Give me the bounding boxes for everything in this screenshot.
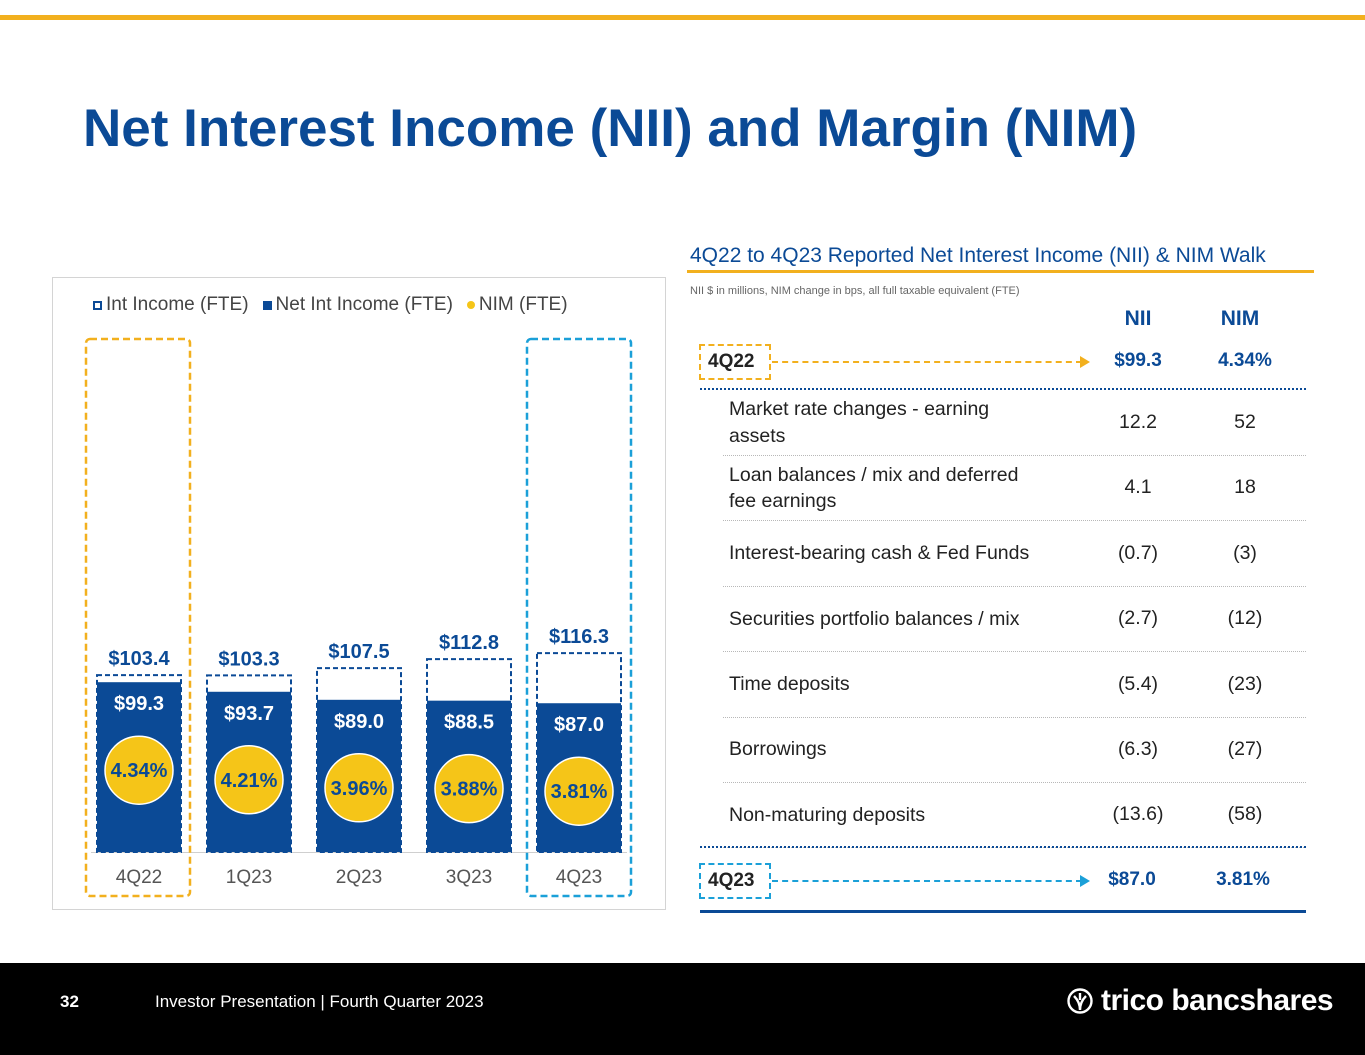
x-tick-label: 4Q22 <box>116 867 162 888</box>
col-header-nim: NIM <box>1220 307 1260 330</box>
walk-row: Loan balances / mix and deferred fee ear… <box>723 455 1306 522</box>
nim-circle <box>434 753 504 824</box>
net-int-income-label: $88.5 <box>444 712 494 734</box>
end-nii-value: $87.0 <box>1108 869 1156 890</box>
walk-row: Non-maturing deposits (13.6) (58) <box>723 782 1306 849</box>
walk-row-nim: (12) <box>1227 607 1263 630</box>
nim-circle <box>324 753 394 823</box>
int-income-label: $103.3 <box>218 648 279 670</box>
chart-legend: Int Income (FTE) Net Int Income (FTE) NI… <box>93 294 568 316</box>
top-accent-bar <box>0 15 1365 20</box>
nim-label: 4.21% <box>221 770 278 792</box>
walk-subtitle: NII $ in millions, NIM change in bps, al… <box>690 285 1020 297</box>
net-int-income-label: $99.3 <box>114 693 164 715</box>
walk-row-nii: (5.4) <box>1117 672 1159 695</box>
company-logo: trico bancshares <box>1067 984 1334 1018</box>
arrow-right-icon <box>1080 356 1090 368</box>
legend-item-int-income: Int Income (FTE) <box>93 294 249 316</box>
net-int-income-label: $93.7 <box>224 703 274 725</box>
net-int-income-label: $87.0 <box>554 714 604 736</box>
walk-title: 4Q22 to 4Q23 Reported Net Interest Incom… <box>690 244 1266 267</box>
legend-dashed-square-icon <box>93 300 102 310</box>
nim-label: 4.34% <box>111 760 168 782</box>
walk-row-label: Non-maturing deposits <box>729 803 926 826</box>
x-tick-label: 2Q23 <box>336 867 382 888</box>
int-income-label: $103.4 <box>108 648 170 670</box>
legend-label: NIM (FTE) <box>478 294 568 315</box>
walk-row-nii: 12.2 <box>1119 411 1157 433</box>
footer-text: Investor Presentation | Fourth Quarter 2… <box>155 992 484 1011</box>
x-tick-label: 4Q23 <box>556 867 602 888</box>
legend-label: Net Int Income (FTE) <box>275 294 453 315</box>
net-int-income-label: $89.0 <box>334 711 384 733</box>
walk-row-nim: (58) <box>1227 803 1263 826</box>
int-income-label: $116.3 <box>549 626 609 648</box>
end-separator <box>700 846 1306 848</box>
col-header-nii: NII <box>1124 307 1152 330</box>
legend-item-net-int-income: Net Int Income (FTE) <box>262 294 453 316</box>
walk-row-nim: 52 <box>1234 411 1256 433</box>
walk-row: Time deposits (5.4) (23) <box>723 652 1306 718</box>
start-separator <box>700 388 1306 390</box>
walk-row: Interest-bearing cash & Fed Funds (0.7) (3… <box>723 521 1306 587</box>
highlight-frame-last <box>525 337 633 898</box>
walk-row: Securities portfolio balances / mix (2.7)… <box>723 586 1306 653</box>
footer-bar <box>0 963 1365 1055</box>
arrow-right-icon <box>1080 875 1090 887</box>
nim-circle <box>214 745 284 815</box>
start-nii-value: $99.3 <box>1114 350 1162 371</box>
start-arrow-line <box>772 361 1082 363</box>
walk-row-label: Borrowings <box>729 738 827 761</box>
int-income-label: $107.5 <box>328 641 389 663</box>
walk-row-nii: (0.7) <box>1117 541 1159 564</box>
logo-text: trico bancshares <box>1101 984 1334 1017</box>
nim-label: 3.88% <box>441 779 498 801</box>
walk-row-nim: (3) <box>1233 541 1257 564</box>
nim-label: 3.96% <box>331 778 388 800</box>
legend-item-nim: NIM (FTE) <box>466 294 568 316</box>
page-number: 32 <box>60 992 79 1011</box>
walk-row: Market rate changes - earning assets 12.2… <box>723 390 1306 456</box>
walk-row-nii: (6.3) <box>1117 738 1159 760</box>
walk-row: Borrowings (6.3) (27) <box>723 717 1306 783</box>
int-income-label: $112.8 <box>439 632 499 654</box>
nii-chart-panel: Int Income (FTE) Net Int Income (FTE) NI… <box>52 277 666 910</box>
walk-row-nii: (13.6) <box>1112 803 1164 826</box>
start-nim-value: 4.34% <box>1218 350 1272 371</box>
walk-row-nim: 18 <box>1234 476 1256 499</box>
nim-label: 3.81% <box>551 781 608 803</box>
walk-row-nii: (2.7) <box>1117 607 1159 630</box>
page-title: Net Interest Income (NII) and Margin (NI… <box>83 99 1138 158</box>
walk-row-label: Loan balances / mix and deferred fee ear… <box>729 463 1019 512</box>
walk-row-label: Interest-bearing cash & Fed Funds <box>729 542 1030 565</box>
nim-circle <box>544 756 614 826</box>
table-bottom-rule <box>700 910 1306 913</box>
walk-row-nim: (23) <box>1227 672 1263 695</box>
legend-solid-square-icon <box>262 300 272 310</box>
x-tick-label: 3Q23 <box>446 867 492 888</box>
nim-circle <box>104 735 174 805</box>
end-period-box: 4Q23 <box>699 863 771 899</box>
walk-row-label: Market rate changes - earning assets <box>729 398 990 447</box>
start-period-box: 4Q22 <box>699 344 771 380</box>
trico-leaf-icon <box>1067 988 1093 1014</box>
walk-row-label: Securities portfolio balances / mix <box>729 607 1020 630</box>
x-tick-label: 1Q23 <box>226 867 272 888</box>
legend-label: Int Income (FTE) <box>106 294 249 315</box>
highlight-frame-first <box>84 337 192 898</box>
end-arrow-line <box>772 880 1082 882</box>
walk-row-label: Time deposits <box>729 672 850 695</box>
legend-dot-icon <box>466 301 475 309</box>
walk-row-nii: 4.1 <box>1124 476 1152 499</box>
walk-row-nim: (27) <box>1227 738 1263 760</box>
end-nim-value: 3.81% <box>1216 869 1270 890</box>
walk-title-rule <box>687 270 1314 273</box>
bar-chart: $103.4 $99.3 4.34% 4Q22 $103.3 $93.7 4.21% 1Q23… <box>84 337 633 898</box>
